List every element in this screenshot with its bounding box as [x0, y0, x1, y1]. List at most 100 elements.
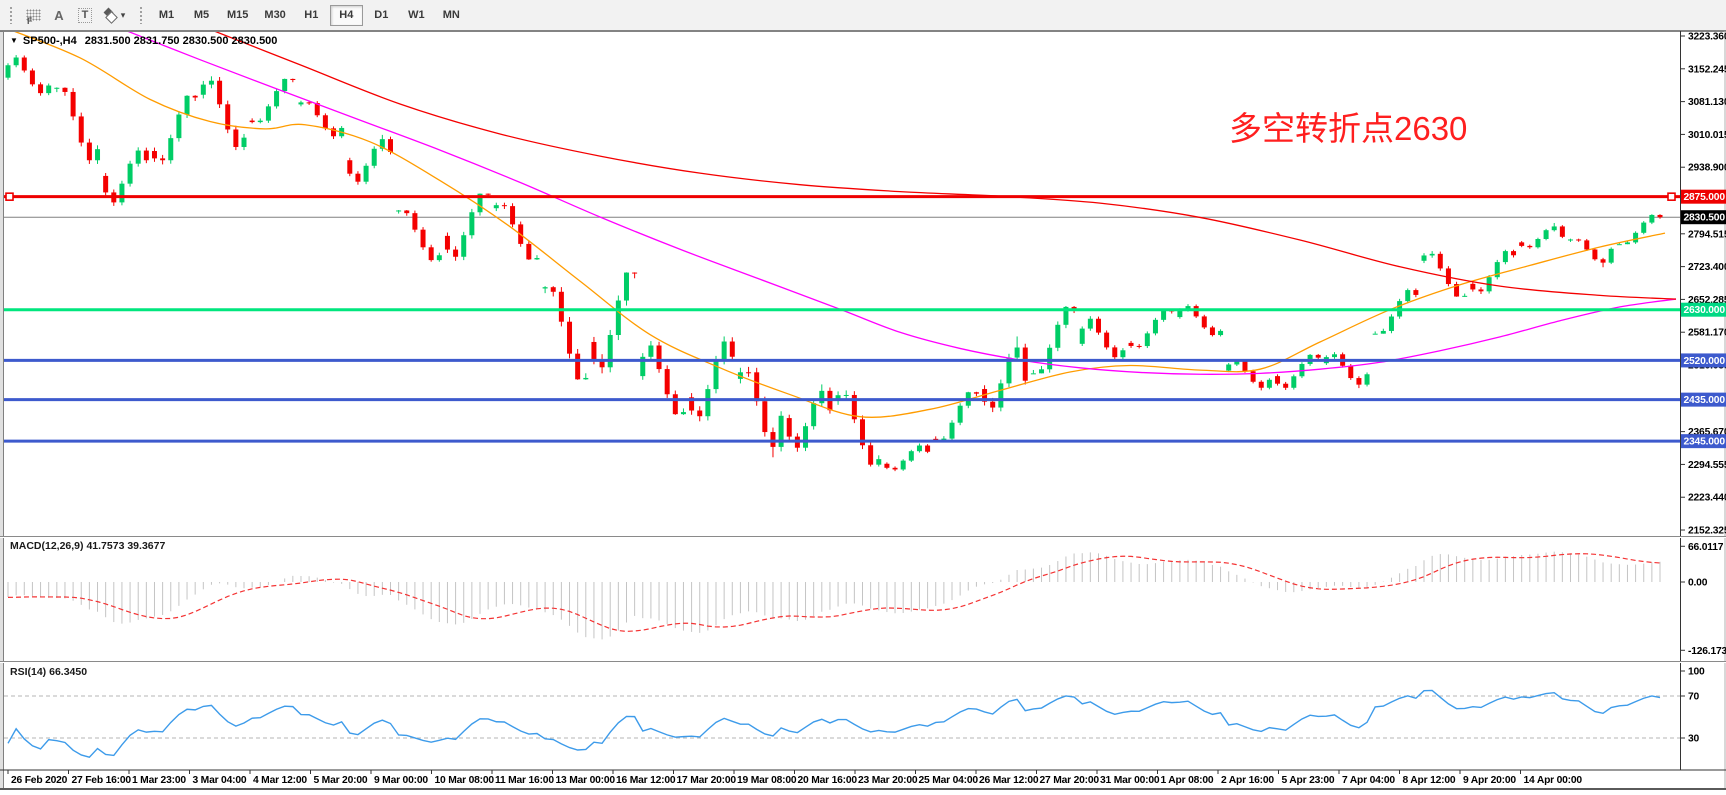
candle-body: [477, 193, 483, 213]
toolbar-grip[interactable]: [9, 6, 13, 24]
rsi-axis-label: 70: [1688, 692, 1700, 703]
window-left-strip: [0, 31, 3, 789]
candle-body: [78, 116, 84, 143]
timeframe-button-m30[interactable]: M30: [257, 5, 292, 26]
candle-body: [404, 210, 410, 214]
candle-body: [225, 104, 231, 130]
candle-body: [786, 418, 792, 437]
candle-body: [1421, 255, 1427, 261]
time-axis-label: 13 Mar 00:00: [556, 775, 616, 786]
timeframe-button-h4[interactable]: H4: [329, 4, 363, 26]
candle-body: [762, 401, 768, 433]
time-axis-label: 8 Apr 12:00: [1403, 775, 1456, 786]
price-badge-label: 2875.000: [1684, 192, 1726, 203]
candle-body: [908, 451, 914, 461]
candle-body: [208, 80, 214, 85]
time-axis-label: 14 Apr 00:00: [1524, 775, 1583, 786]
candle-body: [949, 422, 955, 439]
shapes-dropdown-button[interactable]: ▾: [98, 4, 132, 26]
text-label-button[interactable]: A: [46, 4, 72, 26]
price-badge: [1681, 392, 1726, 407]
candle-body: [1006, 357, 1012, 384]
candle-body: [54, 87, 60, 89]
candle-body: [1380, 330, 1386, 334]
candle-body: [95, 149, 101, 161]
candle-body: [1087, 318, 1093, 329]
symbol-period-text: SP500-,H4: [22, 35, 77, 47]
level-handle[interactable]: [1667, 192, 1676, 201]
price-axis-label: 2365.670: [1688, 427, 1726, 438]
candle-body: [1364, 374, 1370, 385]
candle-body: [990, 401, 996, 408]
toolbar-grip[interactable]: [139, 6, 143, 24]
candle-body: [103, 175, 109, 193]
timeframe-button-h1[interactable]: H1: [295, 5, 328, 26]
candle-body: [1161, 309, 1167, 320]
candle-body: [1095, 318, 1101, 333]
price-axis-label: 2581.170: [1688, 328, 1726, 339]
candle-body: [1641, 222, 1647, 233]
candle-body: [29, 70, 35, 85]
price-axis-label: 2938.900: [1688, 163, 1726, 174]
candle-body: [420, 229, 426, 248]
textbox-button[interactable]: T: [72, 4, 98, 26]
price-badge-label: 2630.000: [1684, 305, 1726, 316]
candle-body: [249, 120, 255, 123]
ma-slow-line: [214, 32, 1677, 300]
candle-body: [1177, 309, 1183, 318]
candle-body: [510, 206, 516, 225]
rsi-line: [7, 689, 1661, 758]
candle-body: [314, 103, 320, 116]
toolbar: F A T ▾ M1 M5 M15 M30 H1 H4 D1 W1 MN: [0, 0, 1726, 30]
candle-body: [1315, 354, 1321, 358]
quote-ohlc-text: 2831.500 2831.750 2830.500 2830.500: [84, 35, 278, 47]
rsi-name: RSI(14): [10, 666, 47, 678]
symbol-title: ▼ SP500-,H4 2831.500 2831.750 2830.500 283…: [10, 35, 277, 47]
timeframe-button-m5[interactable]: M5: [185, 5, 218, 26]
candle-body: [233, 129, 239, 147]
timeframe-button-m1[interactable]: M1: [150, 5, 183, 26]
candle-body: [721, 341, 727, 361]
candle-body: [1039, 369, 1045, 374]
candle-body: [501, 205, 507, 207]
candle-body: [859, 419, 865, 446]
candle-body: [640, 356, 646, 377]
time-axis-label: 19 Mar 08:00: [737, 775, 797, 786]
candle-body: [119, 183, 125, 203]
level-handle[interactable]: [5, 192, 14, 201]
candle-body: [1275, 376, 1281, 384]
time-axis-label: 1 Mar 23:00: [132, 775, 186, 786]
candle-body: [1356, 378, 1362, 385]
candle-body: [1633, 232, 1639, 243]
candle-body: [892, 467, 898, 470]
timeframe-button-m15[interactable]: M15: [220, 5, 255, 26]
indicators-list-button[interactable]: F: [20, 4, 46, 26]
time-axis-label: 26 Mar 12:00: [979, 775, 1039, 786]
time-axis-label: 23 Mar 20:00: [858, 775, 918, 786]
candle-body: [436, 255, 442, 261]
price-axis-label: 2223.440: [1688, 493, 1726, 504]
candle-body: [469, 212, 475, 236]
candle-body: [729, 341, 735, 357]
candle-body: [1152, 319, 1158, 334]
candle-body: [811, 403, 817, 427]
time-axis-label: 9 Mar 00:00: [374, 775, 428, 786]
candle-body: [1226, 364, 1232, 371]
candle-body: [387, 139, 393, 152]
candle-body: [632, 272, 638, 274]
candle-body: [176, 114, 182, 139]
candle-body: [1055, 324, 1061, 348]
price-badge: [1681, 302, 1726, 317]
candle-body: [396, 210, 402, 212]
price-badge: [1681, 434, 1726, 449]
timeframe-button-mn[interactable]: MN: [435, 5, 468, 26]
rsi-axis-label: 30: [1688, 734, 1700, 745]
candle-body: [1592, 249, 1598, 260]
rsi-value: 66.3450: [49, 666, 88, 678]
price-axis-label: 3081.130: [1688, 97, 1726, 108]
candle-body: [1079, 328, 1085, 344]
timeframe-button-d1[interactable]: D1: [365, 5, 398, 26]
candle-body: [575, 353, 581, 380]
timeframe-button-w1[interactable]: W1: [400, 5, 433, 26]
